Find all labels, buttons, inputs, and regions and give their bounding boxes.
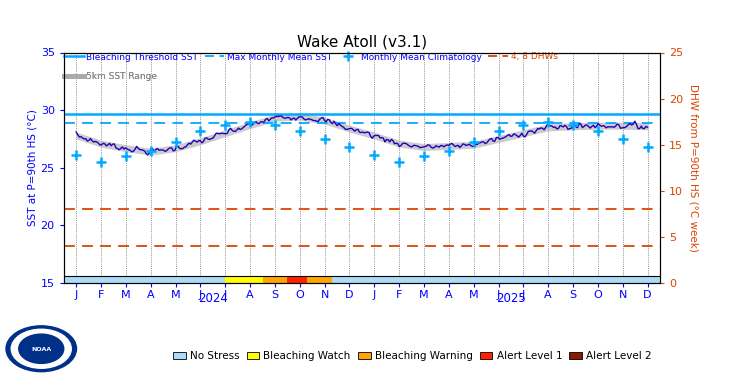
Text: 2025: 2025: [496, 292, 526, 305]
Bar: [225, 276, 262, 283]
Bar: [308, 276, 332, 283]
Bar: [332, 276, 474, 283]
Bar: [262, 276, 287, 283]
Title: Wake Atoll (v3.1): Wake Atoll (v3.1): [297, 35, 427, 50]
Y-axis label: SST at P=90th HS (°C): SST at P=90th HS (°C): [28, 110, 38, 226]
Y-axis label: DHW from P=90th HS (°C week): DHW from P=90th HS (°C week): [688, 84, 699, 252]
Circle shape: [11, 329, 71, 368]
Bar: [64, 276, 225, 283]
Legend: 5km SST Range: 5km SST Range: [64, 72, 158, 81]
Legend: No Stress, Bleaching Watch, Bleaching Warning, Alert Level 1, Alert Level 2: No Stress, Bleaching Watch, Bleaching Wa…: [173, 351, 652, 361]
Circle shape: [19, 334, 64, 363]
Circle shape: [6, 326, 76, 372]
Text: 2024: 2024: [198, 292, 228, 305]
Bar: [474, 276, 660, 283]
Bar: [287, 276, 308, 283]
Text: NOAA: NOAA: [32, 347, 51, 352]
